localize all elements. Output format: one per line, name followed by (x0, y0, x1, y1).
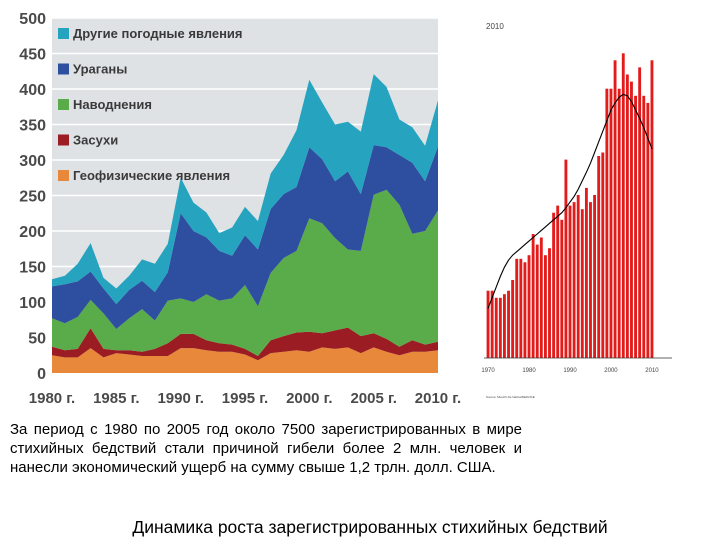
bar (617, 88, 621, 358)
x-tick-label: 1985 г. (93, 390, 139, 407)
area-series (52, 327, 438, 361)
x-tick-label: 1990 г. (157, 390, 203, 407)
legend-swatch (58, 134, 69, 146)
y-tick-label: 300 (19, 153, 46, 170)
x-tick-label: 1970 (481, 368, 495, 374)
bar (564, 159, 568, 358)
legend-swatch (58, 63, 69, 75)
y-tick-label: 100 (19, 295, 46, 312)
bar (490, 290, 494, 358)
y-tick-label: 450 (19, 47, 46, 64)
bar (523, 262, 527, 358)
area-series (52, 145, 438, 329)
bar (515, 258, 519, 358)
bar (601, 152, 605, 358)
legend-swatch (58, 28, 69, 39)
source-note: Source: Munich Re NatCatSERVICE (486, 395, 535, 399)
bar (630, 81, 633, 358)
x-tick-label: 1980 г. (29, 390, 75, 407)
bar (638, 67, 642, 359)
x-tick-labels: 1970 1980 1990 2000 2010 (481, 368, 659, 374)
legend-swatch (58, 170, 69, 181)
legend-label: Другие погодные явления (73, 26, 243, 41)
bar (572, 202, 576, 358)
bar (527, 255, 531, 358)
bar (584, 187, 588, 358)
bar-series (486, 53, 654, 359)
bar (511, 280, 515, 358)
area-series (52, 347, 438, 373)
legend-label: Геофизические явления (73, 168, 230, 183)
bar (597, 156, 601, 358)
bar (535, 244, 539, 358)
x-tick-label: 2005 г. (350, 390, 396, 407)
bar (539, 237, 543, 358)
bar (650, 60, 654, 359)
bar (646, 102, 650, 359)
bar (576, 195, 580, 358)
legend-label: Ураганы (73, 62, 127, 77)
bar (621, 53, 625, 359)
caption-text: За период с 1980 по 2005 год около 7500 … (10, 421, 522, 476)
bar (548, 248, 551, 358)
x-tick-label: 1990 (563, 368, 577, 374)
bar (613, 60, 617, 359)
y-tick-label: 500 (19, 11, 46, 28)
bar (589, 202, 592, 358)
legend-label: Наводнения (73, 97, 152, 112)
area-series (52, 189, 438, 356)
bar (552, 212, 556, 358)
slide-footer-title: Динамика роста зарегистрированных стихий… (132, 517, 608, 537)
x-tick-label: 2000 (604, 368, 618, 374)
bar (580, 209, 584, 358)
bar (498, 297, 502, 358)
legend: Другие погодные явления Ураганы Наводнения… (58, 26, 243, 183)
bar (609, 88, 613, 358)
bar (568, 205, 572, 358)
bar (560, 219, 564, 358)
x-tick-label: 1995 г. (222, 390, 268, 407)
x-tick-label: 2000 г. (286, 390, 332, 407)
bar (625, 74, 629, 358)
y-tick-label: 250 (19, 189, 46, 206)
x-tick-label: 1980 (522, 368, 536, 374)
y-tick-label: 50 (28, 331, 46, 348)
y-tick-label: 0 (37, 366, 46, 383)
bar (486, 290, 490, 358)
bar (494, 297, 498, 358)
legend-swatch (58, 99, 69, 110)
chart-title: 2010 (486, 22, 504, 31)
x-tick-labels: 1980 г. 1985 г. 1990 г. 1995 г. 2000 г. 2005 … (29, 390, 461, 407)
y-tick-label: 200 (19, 224, 46, 241)
bar (634, 95, 637, 359)
x-tick-label: 2010 (645, 368, 659, 374)
bar (543, 255, 547, 358)
bar (642, 95, 646, 359)
bar (507, 290, 510, 358)
x-tick-label: 2010 г. (415, 390, 461, 407)
bar (556, 205, 560, 358)
y-tick-label: 400 (19, 82, 46, 99)
bar (605, 88, 609, 358)
bar (519, 258, 523, 358)
area-series-group (52, 74, 438, 373)
bar (531, 234, 535, 358)
legend-label: Засухи (73, 133, 118, 148)
y-tick-label: 350 (19, 118, 46, 135)
bar (593, 195, 597, 358)
y-tick-label: 150 (19, 260, 46, 277)
y-tick-labels: 0 50 100 150 200 250 300 350 400 450 500 (19, 11, 46, 383)
trend-line (487, 93, 653, 309)
area-series (52, 74, 438, 305)
bar-chart-with-trend: 2010 1970 1980 1990 2000 2010 Source: Munich… (481, 22, 672, 399)
bar (503, 294, 506, 358)
